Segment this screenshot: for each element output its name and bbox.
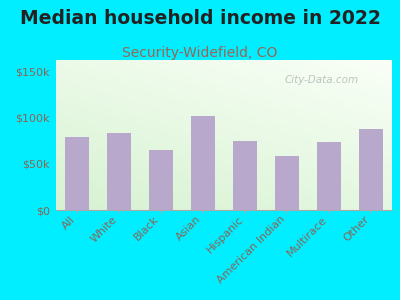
Bar — [360, 129, 382, 210]
Bar — [192, 116, 214, 210]
Bar — [150, 150, 172, 210]
Bar — [318, 142, 340, 210]
Bar — [234, 142, 256, 210]
Bar — [108, 133, 130, 210]
Bar — [66, 137, 88, 210]
Bar — [276, 156, 298, 210]
Text: City-Data.com: City-Data.com — [284, 75, 359, 85]
Text: Median household income in 2022: Median household income in 2022 — [20, 9, 380, 28]
Text: Security-Widefield, CO: Security-Widefield, CO — [122, 46, 278, 61]
